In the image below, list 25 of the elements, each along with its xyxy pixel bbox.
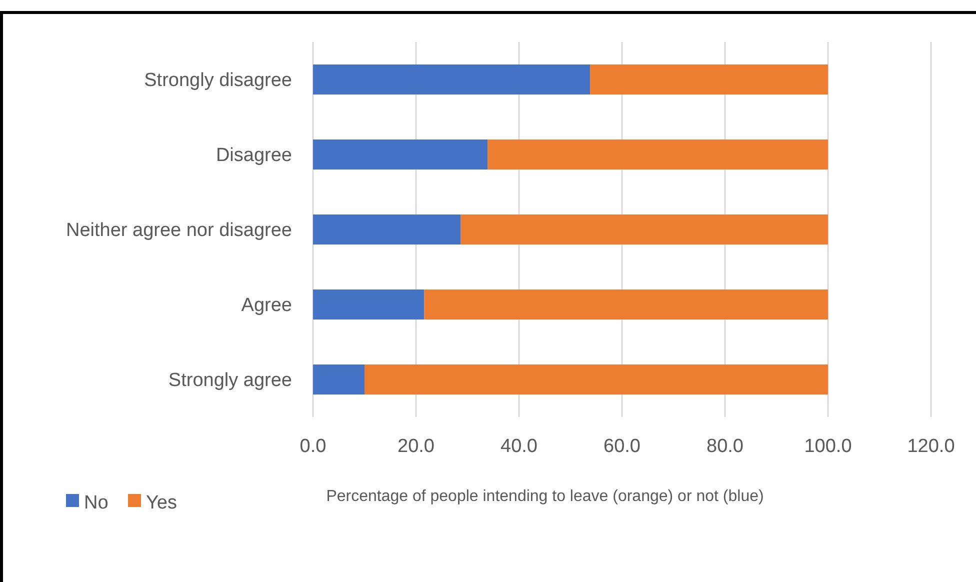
x-tick-label: 60.0 xyxy=(604,436,640,457)
y-tick-label: Agree xyxy=(241,295,292,316)
x-tick-label: 80.0 xyxy=(706,436,744,457)
y-tick-label: Strongly agree xyxy=(168,370,292,392)
x-tick-label: 100.0 xyxy=(804,436,852,457)
legend-label: Yes xyxy=(146,492,177,514)
bar xyxy=(590,64,828,94)
bar xyxy=(313,64,590,94)
y-tick-label: Strongly disagree xyxy=(144,70,292,92)
x-tick-label: 120.0 xyxy=(907,436,955,457)
y-tick-label: Neither agree nor disagree xyxy=(66,220,292,242)
legend-label: No xyxy=(84,492,108,514)
bar xyxy=(313,290,424,320)
x-tick-label: 0.0 xyxy=(300,436,326,457)
x-axis-title: Percentage of people intending to leave (orange) or not (blue) xyxy=(326,488,764,505)
x-tick-label: 40.0 xyxy=(500,436,538,457)
bar xyxy=(424,290,828,320)
bar xyxy=(460,214,828,244)
bar xyxy=(313,214,461,244)
bar xyxy=(313,140,488,170)
x-tick-label: 20.0 xyxy=(398,436,434,457)
bar xyxy=(364,364,828,394)
y-tick-label: Disagree xyxy=(216,145,292,166)
bar xyxy=(488,140,828,170)
bar xyxy=(313,364,364,394)
